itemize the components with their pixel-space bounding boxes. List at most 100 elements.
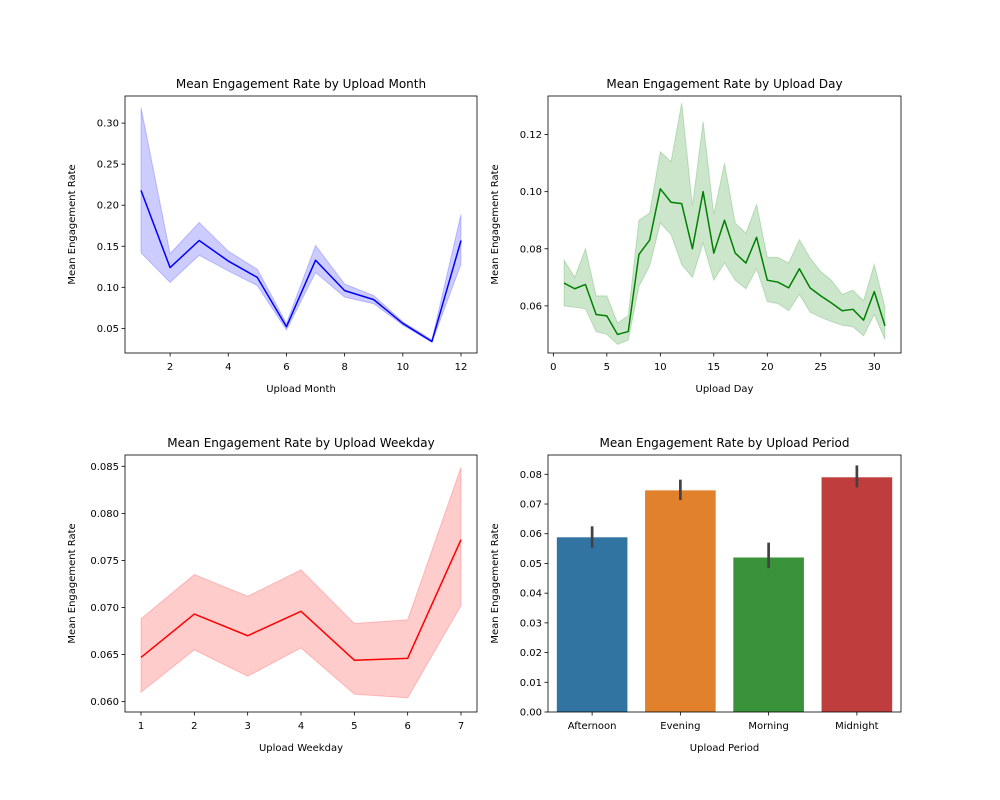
data-point — [874, 291, 875, 292]
data-point — [681, 203, 682, 204]
x-tick-label: 12 — [455, 362, 468, 373]
axes-frame — [547, 95, 902, 354]
y-tick-label: 0.00 — [520, 708, 542, 719]
data-point — [140, 190, 141, 191]
data-point — [596, 314, 597, 315]
y-tick-label: 0.085 — [90, 462, 119, 473]
data-point — [344, 290, 345, 291]
x-tick-label: 7 — [458, 721, 464, 732]
y-tick-label: 0.08 — [520, 244, 542, 255]
x-axis-label: Upload Month — [266, 384, 336, 395]
data-point — [799, 268, 800, 269]
data-point — [140, 657, 141, 658]
y-tick-label: 0.08 — [520, 470, 542, 481]
x-tick-label: 10 — [654, 362, 667, 373]
y-tick-label: 0.06 — [520, 529, 542, 540]
data-point — [407, 658, 408, 659]
data-point — [431, 341, 432, 342]
bar-midnight — [821, 477, 893, 712]
x-tick-label: 2 — [191, 721, 197, 732]
data-point — [756, 237, 757, 238]
x-tick-label: 4 — [225, 362, 231, 373]
data-point — [228, 260, 229, 261]
y-tick-label: 0.060 — [90, 697, 119, 708]
data-point — [852, 309, 853, 310]
y-tick-label: 0.075 — [90, 556, 119, 567]
y-axis-label: Mean Engagement Rate — [67, 523, 78, 643]
x-tick-label: 6 — [404, 721, 410, 732]
data-point — [286, 326, 287, 327]
data-point — [884, 325, 885, 326]
x-tick-label: 10 — [396, 362, 409, 373]
x-tick-label: Evening — [660, 721, 700, 732]
data-point — [585, 284, 586, 285]
data-point — [820, 295, 821, 296]
data-point — [703, 191, 704, 192]
data-point — [606, 315, 607, 316]
chart-panel-upload-day: Mean Engagement Rate by Upload Day Uploa… — [490, 77, 902, 395]
data-point — [402, 323, 403, 324]
x-tick-label: 30 — [868, 362, 881, 373]
data-point — [788, 287, 789, 288]
data-point — [831, 302, 832, 303]
chart-panel-upload-period: Mean Engagement Rate by Upload Period Up… — [490, 436, 902, 754]
bar-afternoon — [556, 537, 628, 712]
x-tick-label: 5 — [604, 362, 610, 373]
data-point — [169, 267, 170, 268]
data-point — [863, 320, 864, 321]
data-point — [638, 254, 639, 255]
y-tick-label: 0.12 — [520, 130, 542, 141]
data-point — [617, 334, 618, 335]
x-tick-label: 2 — [167, 362, 173, 373]
x-tick-label: Morning — [748, 721, 788, 732]
y-tick-label: 0.07 — [520, 500, 542, 511]
data-point — [460, 240, 461, 241]
x-axis-label: Upload Weekday — [259, 743, 343, 754]
data-point — [660, 188, 661, 189]
data-point — [257, 277, 258, 278]
data-point — [745, 262, 746, 263]
data-point — [194, 613, 195, 614]
bar-evening — [645, 490, 716, 712]
x-axis-label: Upload Day — [696, 384, 754, 395]
chart-panel-upload-weekday: Mean Engagement Rate by Upload Weekday U… — [67, 436, 478, 754]
series-line — [140, 539, 462, 661]
y-tick-label: 0.10 — [520, 187, 542, 198]
data-point — [724, 220, 725, 221]
x-tick-label: 1 — [138, 721, 144, 732]
data-point — [842, 310, 843, 311]
data-point — [574, 288, 575, 289]
x-tick-label: 0 — [550, 362, 556, 373]
series-line — [140, 190, 462, 343]
y-tick-label: 0.01 — [520, 678, 542, 689]
confidence-band — [563, 103, 886, 346]
x-tick-label: Afternoon — [568, 721, 617, 732]
y-tick-label: 0.04 — [520, 589, 542, 600]
y-tick-label: 0.070 — [90, 603, 119, 614]
chart-title: Mean Engagement Rate by Upload Month — [176, 77, 426, 91]
y-tick-label: 0.065 — [90, 650, 119, 661]
y-tick-label: 0.02 — [520, 648, 542, 659]
data-point — [315, 260, 316, 261]
y-tick-label: 0.30 — [97, 119, 119, 130]
y-tick-label: 0.15 — [97, 242, 119, 253]
y-tick-label: 0.05 — [520, 559, 542, 570]
data-point — [563, 282, 564, 283]
data-point — [199, 240, 200, 241]
data-point — [460, 539, 461, 540]
x-tick-label: 20 — [761, 362, 774, 373]
y-tick-label: 0.05 — [97, 324, 119, 335]
data-point — [809, 287, 810, 288]
y-tick-label: 0.06 — [520, 301, 542, 312]
data-point — [735, 252, 736, 253]
data-point — [767, 280, 768, 281]
x-tick-label: 5 — [351, 721, 357, 732]
confidence-band — [140, 467, 462, 699]
data-point — [777, 282, 778, 283]
x-tick-label: 8 — [341, 362, 347, 373]
x-tick-label: Midnight — [835, 721, 879, 732]
y-tick-label: 0.20 — [97, 201, 119, 212]
data-point — [300, 611, 301, 612]
x-tick-label: 4 — [298, 721, 304, 732]
